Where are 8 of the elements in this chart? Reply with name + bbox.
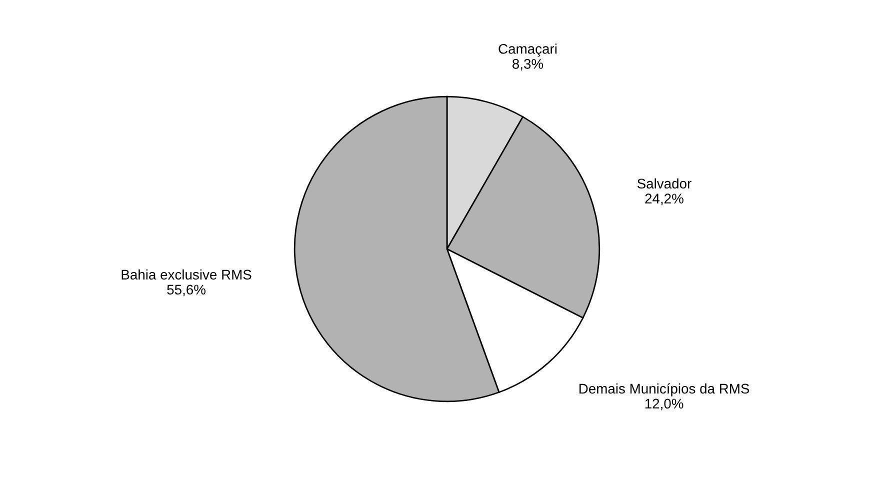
data-label: 12,0% (645, 398, 684, 410)
slice-label: Bahia exclusive RMS (122, 269, 252, 280)
data-label: 55,6% (167, 284, 206, 296)
data-label: 24,2% (645, 194, 684, 206)
slice-label: Salvador (637, 178, 692, 189)
slice-label: Camaçari (498, 44, 557, 57)
slice-label: Demais Municípios da RMS (580, 383, 750, 396)
data-label: 8,3% (512, 58, 544, 70)
